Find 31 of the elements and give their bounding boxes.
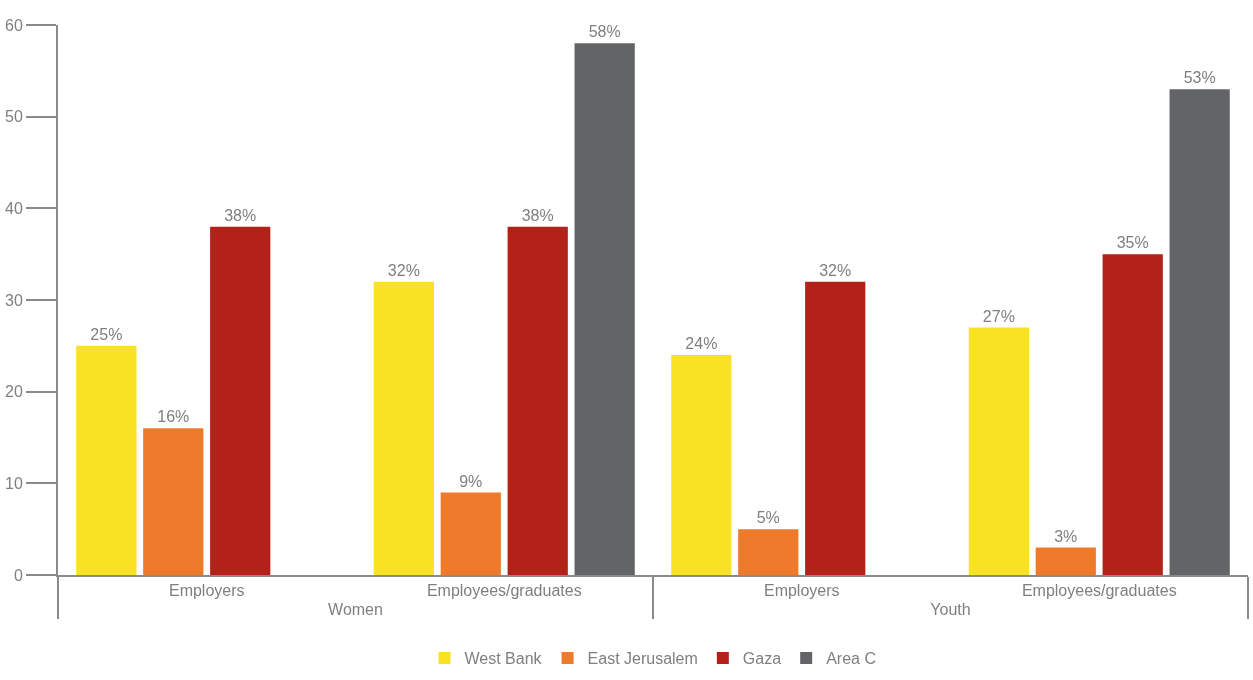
data-label: 38%: [521, 206, 554, 224]
y-tick-label: 30: [5, 291, 23, 309]
legend-label: East Jerusalem: [587, 650, 698, 668]
data-label: 9%: [459, 472, 483, 490]
y-tick-label: 20: [5, 383, 23, 401]
text: Women: [328, 601, 383, 619]
x-tick-label: Employees/graduates: [1021, 582, 1177, 600]
legend-label: West Bank: [464, 650, 543, 668]
y-tick-label: 50: [5, 108, 23, 126]
x-tick-label: Employees/graduates: [426, 582, 582, 600]
data-label: 27%: [982, 307, 1015, 325]
x-tick-label: Employers: [763, 582, 840, 600]
y-tick-label: 40: [5, 199, 23, 217]
y-tick-label: 10: [5, 474, 23, 492]
data-label: 16%: [157, 408, 190, 426]
text: Youth: [930, 601, 971, 619]
data-label: 58%: [588, 23, 621, 41]
data-label: 32%: [387, 261, 420, 279]
data-label: 3%: [1054, 527, 1078, 545]
x-tick-label: Employers: [168, 582, 245, 600]
data-label: 32%: [819, 261, 852, 279]
data-label: 53%: [1183, 69, 1216, 87]
data-label: 38%: [224, 206, 257, 224]
data-label: 35%: [1116, 234, 1149, 252]
legend-label: Area C: [826, 650, 876, 668]
data-label: 24%: [685, 335, 718, 352]
y-tick-label: 0: [13, 566, 23, 584]
y-tick-label: 60: [5, 16, 23, 34]
data-label: 25%: [90, 325, 123, 343]
legend-label: Gaza: [742, 650, 782, 668]
data-label: 5%: [756, 509, 780, 527]
